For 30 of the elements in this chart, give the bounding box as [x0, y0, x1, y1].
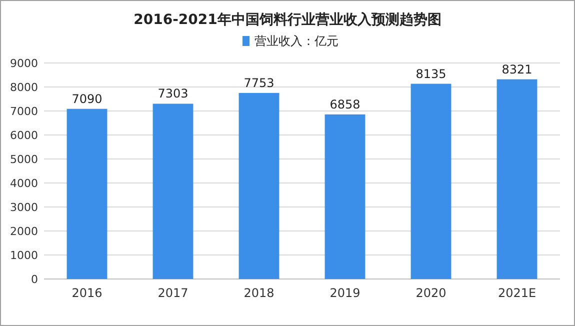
y-tick-label: 3000: [10, 201, 38, 214]
legend-label: 营业收入：亿元: [254, 34, 338, 48]
y-tick-label: 6000: [10, 129, 38, 142]
x-tick-label: 2018: [244, 286, 274, 300]
y-tick-label: 9000: [10, 57, 38, 70]
y-tick-label: 8000: [10, 81, 38, 94]
x-tick-label: 2017: [158, 286, 188, 300]
data-label: 7090: [72, 92, 102, 106]
x-tick-label: 2021E: [498, 286, 536, 300]
bar: [324, 114, 366, 279]
bar: [238, 92, 280, 279]
bar: [496, 79, 538, 279]
bar: [66, 108, 108, 279]
x-tick-label: 2019: [330, 286, 360, 300]
y-tick-label: 5000: [10, 153, 38, 166]
y-tick-label: 4000: [10, 177, 38, 190]
data-label: 7303: [158, 86, 188, 101]
data-label: 8321: [502, 62, 532, 76]
x-tick-label: 2016: [72, 286, 102, 300]
chart-title: 2016-2021年中国饲料行业营业收入预测趋势图: [134, 12, 442, 28]
data-label: 7753: [244, 76, 274, 90]
data-label: 6858: [330, 97, 360, 112]
bar: [152, 104, 194, 279]
bar: [410, 84, 452, 279]
y-tick-label: 7000: [10, 105, 38, 118]
y-tick-label: 2000: [10, 225, 38, 238]
x-tick-label: 2020: [416, 286, 446, 300]
data-label: 8135: [416, 66, 446, 81]
y-tick-label: 0: [31, 273, 38, 286]
y-tick-label: 1000: [10, 249, 38, 262]
